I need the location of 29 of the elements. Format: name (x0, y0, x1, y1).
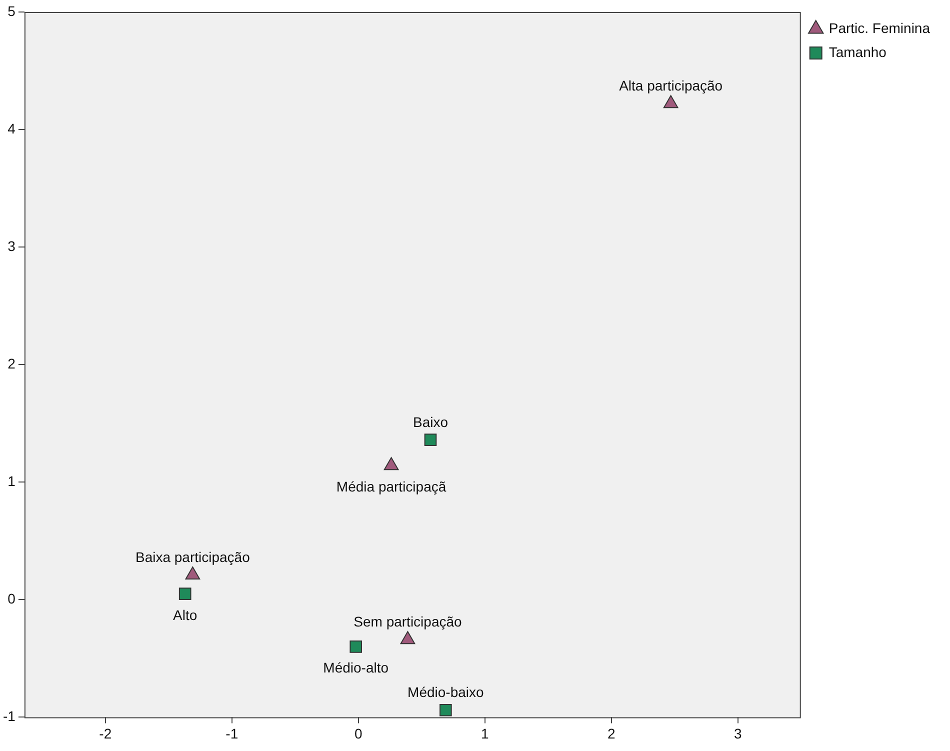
y-tick-label: 4 (8, 120, 16, 136)
annotation: Alta participação (619, 78, 723, 94)
point (663, 95, 678, 108)
annotation: Média participaçã (336, 478, 446, 495)
point (178, 588, 192, 600)
y-tick-label: 1 (8, 472, 16, 489)
annotation: Sem participação (354, 614, 462, 630)
y-tick-label: 2 (8, 355, 16, 372)
y-tick-label: 0 (8, 590, 16, 607)
annotation: Médio-baixo (408, 684, 484, 700)
x-tick-label: -2 (99, 725, 112, 742)
point (350, 640, 362, 653)
annotation: Baixa participação (135, 548, 250, 565)
y-tick-label: -1 (2, 708, 16, 724)
annotation: Alto (173, 606, 198, 623)
annotation: Médio-alto (323, 660, 389, 676)
y-tick-label: 3 (8, 238, 16, 254)
point (440, 704, 452, 716)
annotation: Baixo (412, 414, 448, 430)
x-tick-label: 3 (734, 725, 742, 742)
x-tick-label: 2 (607, 725, 616, 742)
point (424, 434, 437, 446)
x-tick-label: -1 (226, 725, 238, 742)
x-tick-label: 1 (480, 725, 489, 742)
x-tick-label: 0 (354, 725, 362, 742)
legend-label: Tamanho (828, 44, 887, 60)
point (384, 457, 399, 470)
legend-label: Partic. Feminina (828, 20, 930, 36)
y-tick-label: 5 (8, 2, 16, 19)
